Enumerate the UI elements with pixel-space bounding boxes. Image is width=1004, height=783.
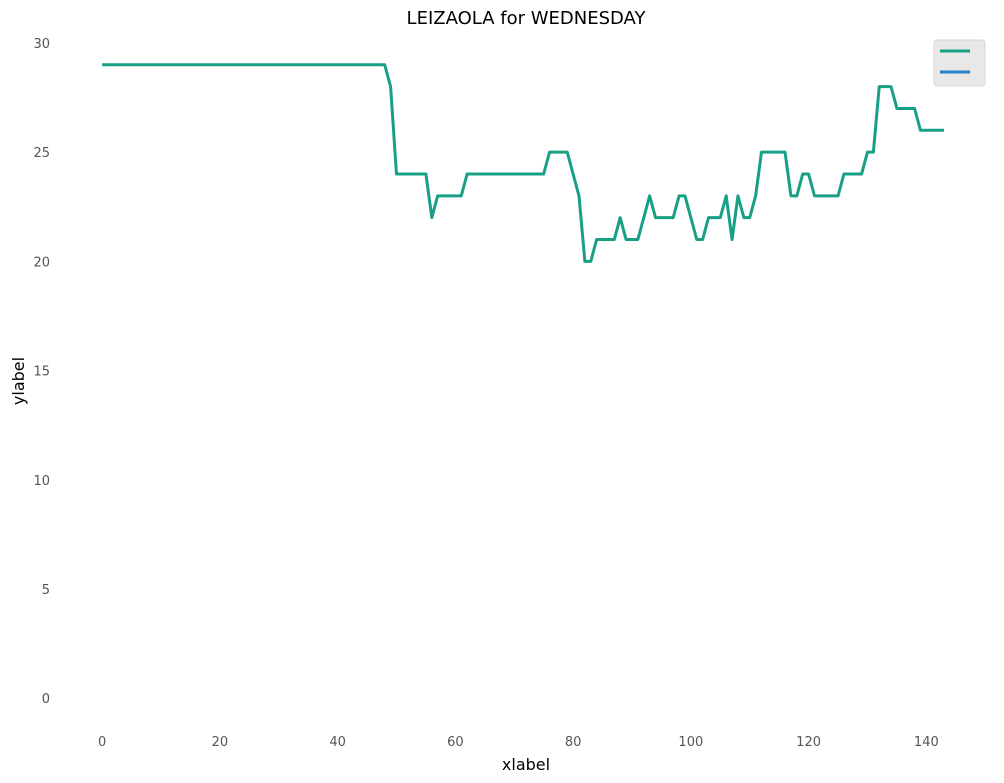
y-axis-label: ylabel [9, 357, 28, 405]
y-tick-label: 5 [42, 583, 50, 598]
series-line-1 [102, 63, 945, 263]
x-tick-label: 80 [565, 735, 582, 750]
y-tick-label: 20 [33, 255, 50, 270]
x-tick-label: 60 [447, 735, 464, 750]
legend-box [933, 39, 986, 87]
x-tick-label: 140 [914, 735, 939, 750]
y-tick-label: 30 [33, 37, 50, 52]
y-tick-label: 10 [33, 474, 50, 489]
series-layer [102, 63, 945, 263]
x-tick-label: 40 [329, 735, 346, 750]
x-tick-label: 0 [98, 735, 106, 750]
x-tick-label: 100 [678, 735, 703, 750]
legend [933, 39, 986, 87]
x-tick-label: 120 [796, 735, 821, 750]
y-tick-label: 25 [33, 146, 50, 161]
chart-title: LEIZAOLA for WEDNESDAY [407, 8, 647, 29]
y-axis-ticks: 0 5 10 15 20 25 30 [33, 37, 50, 707]
x-axis-label: xlabel [502, 755, 550, 774]
x-axis-ticks: 0 20 40 60 80 100 120 140 [98, 735, 939, 750]
y-tick-label: 15 [33, 365, 50, 380]
x-tick-label: 20 [212, 735, 229, 750]
y-tick-label: 0 [42, 692, 50, 707]
